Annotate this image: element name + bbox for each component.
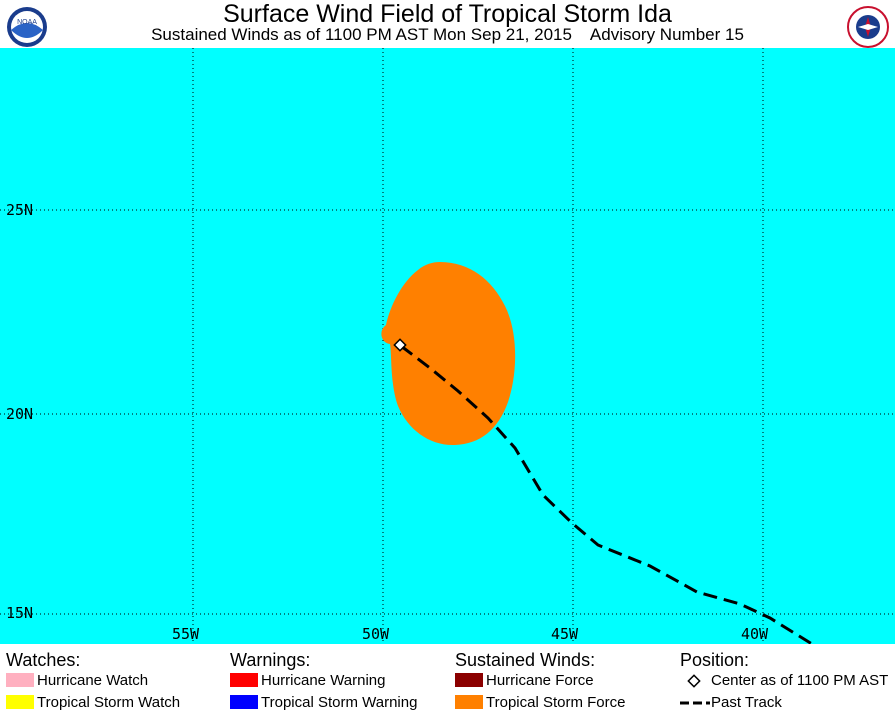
nws-logo-icon <box>847 6 889 48</box>
past-track-icon <box>680 701 710 705</box>
graticule <box>0 48 895 644</box>
lon-label-50w: 50W <box>362 625 390 643</box>
tropical-storm-watch-swatch <box>6 695 34 709</box>
tropical-storm-watch-label: Tropical Storm Watch <box>37 694 181 711</box>
hurricane-watch-label: Hurricane Watch <box>37 672 149 689</box>
page-title: Surface Wind Field of Tropical Storm Ida <box>223 0 672 28</box>
tropical-storm-wind-field <box>381 262 516 446</box>
hurricane-force-swatch <box>455 673 483 687</box>
center-marker-icon <box>687 674 701 688</box>
lon-label-40w: 40W <box>741 625 769 643</box>
past-track-line <box>400 344 813 644</box>
lat-label-15n: 15N <box>6 604 34 622</box>
tropical-storm-warning-swatch <box>230 695 258 709</box>
storm-center-marker <box>393 338 407 352</box>
page-subtitle: Sustained Winds as of 1100 PM AST Mon Se… <box>151 25 744 44</box>
tropical-storm-force-label: Tropical Storm Force <box>486 694 626 711</box>
noaa-logo-icon: NOAA <box>6 6 48 48</box>
lon-label-55w: 55W <box>172 625 200 643</box>
legend-watches-heading: Watches: <box>6 650 81 670</box>
hurricane-force-label: Hurricane Force <box>486 672 594 689</box>
tropical-storm-warning-label: Tropical Storm Warning <box>261 694 418 711</box>
lat-label-25n: 25N <box>6 201 34 219</box>
lat-label-20n: 20N <box>6 405 34 423</box>
legend: Watches: Hurricane Watch Tropical Storm … <box>0 644 895 716</box>
hurricane-watch-swatch <box>6 673 34 687</box>
svg-text:NOAA: NOAA <box>17 19 37 26</box>
lon-label-45w: 45W <box>551 625 579 643</box>
center-label: Center as of 1100 PM AST <box>711 672 889 689</box>
hurricane-warning-swatch <box>230 673 258 687</box>
map-area: 25N 20N 15N <box>0 48 895 644</box>
tropical-storm-force-swatch <box>455 695 483 709</box>
past-track-label: Past Track <box>711 694 782 711</box>
map-canvas <box>0 48 895 644</box>
header: NOAA Surface Wind Field of Tropical Stor… <box>0 0 895 48</box>
legend-position-heading: Position: <box>680 650 750 670</box>
legend-warnings-heading: Warnings: <box>230 650 311 670</box>
hurricane-warning-label: Hurricane Warning <box>261 672 386 689</box>
legend-winds-heading: Sustained Winds: <box>455 650 596 670</box>
